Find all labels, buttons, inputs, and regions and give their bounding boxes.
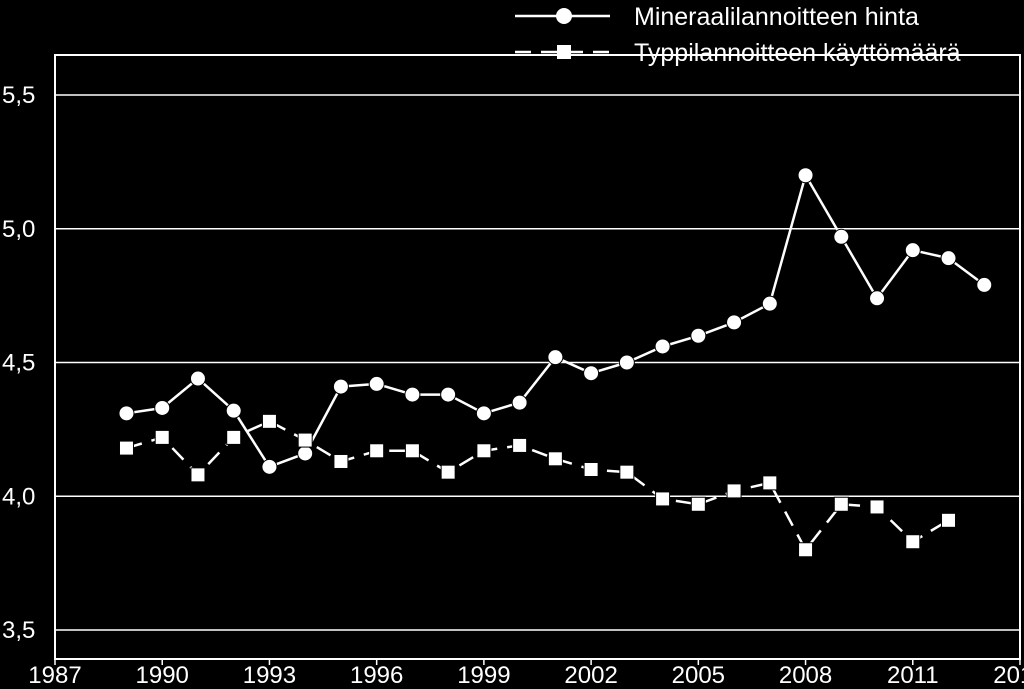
x-tick-label: 2014: [993, 662, 1024, 689]
data-point: [869, 290, 886, 307]
data-point: [225, 402, 242, 419]
y-tick-label: 4,0: [2, 483, 35, 510]
legend-marker: [556, 8, 572, 24]
data-point: [940, 250, 957, 267]
x-axis: 1987 1990 1993 1996 1999 2002 2005 2008 2011 2014: [28, 659, 1024, 689]
y-axis: 3,5 4,0 4,5 5,0 5,5: [2, 82, 35, 644]
data-point: [512, 437, 528, 453]
data-point: [547, 349, 564, 366]
data-point: [976, 276, 993, 293]
data-point: [726, 314, 743, 331]
data-point: [654, 338, 671, 355]
series-1: [118, 167, 993, 475]
x-tick-label: 2002: [564, 662, 617, 689]
data-point: [761, 295, 778, 312]
data-point: [547, 451, 563, 467]
y-tick-label: 3,5: [2, 617, 35, 644]
data-point: [154, 399, 171, 416]
data-point: [905, 534, 921, 550]
data-point: [583, 365, 600, 382]
legend-marker: [557, 45, 571, 59]
data-point: [190, 467, 206, 483]
x-tick-label: 1999: [457, 662, 510, 689]
data-point: [333, 453, 349, 469]
data-point: [655, 491, 671, 507]
data-point: [369, 443, 385, 459]
data-point: [261, 458, 278, 475]
data-point: [833, 496, 849, 512]
data-point: [154, 429, 170, 445]
grid-lines: [55, 94, 1020, 631]
x-tick-label: 1987: [28, 662, 81, 689]
x-tick-label: 2011: [887, 662, 939, 689]
data-point: [869, 499, 885, 515]
data-point: [118, 405, 135, 422]
x-tick-label: 1996: [350, 662, 403, 689]
data-point: [404, 386, 421, 403]
data-point: [297, 445, 314, 462]
x-tick-label: 2005: [672, 662, 725, 689]
data-point: [904, 242, 921, 259]
data-point: [762, 475, 778, 491]
legend-label: Typpilannoitteen käyttömäärä: [634, 39, 961, 67]
data-point: [833, 228, 850, 245]
series-group: [118, 167, 993, 558]
data-point: [690, 327, 707, 344]
data-point: [226, 429, 242, 445]
data-point: [797, 167, 814, 184]
data-point: [261, 413, 277, 429]
y-tick-label: 4,5: [2, 350, 35, 377]
legend-label: Mineraalilannoitteen hinta: [634, 3, 919, 31]
data-point: [118, 440, 134, 456]
y-tick-label: 5,0: [2, 216, 35, 243]
x-tick-label: 1990: [136, 662, 189, 689]
data-point: [619, 464, 635, 480]
data-point: [332, 378, 349, 395]
plot-area: [54, 54, 1021, 660]
data-point: [798, 542, 814, 558]
data-point: [475, 405, 492, 422]
series-line: [126, 420, 950, 552]
data-point: [583, 462, 599, 477]
x-tick-label: 1993: [243, 662, 296, 689]
data-point: [189, 370, 206, 387]
data-point: [440, 386, 457, 403]
data-point: [368, 375, 385, 392]
legend-entry-1: Mineraalilannoitteen hinta: [515, 3, 919, 31]
data-point: [404, 443, 420, 459]
data-point: [440, 464, 456, 480]
data-point: [941, 512, 957, 528]
data-point: [618, 354, 635, 371]
legend: Mineraalilannoitteen hinta Typpilannoitte…: [515, 3, 961, 67]
series-2: [118, 413, 957, 558]
x-tick-label: 2008: [779, 662, 832, 689]
data-point: [511, 394, 528, 411]
data-point: [476, 443, 492, 459]
data-point: [726, 483, 742, 499]
data-point: [297, 432, 313, 448]
data-point: [690, 496, 706, 512]
y-tick-label: 5,5: [2, 82, 35, 109]
legend-entry-2: Typpilannoitteen käyttömäärä: [515, 39, 961, 67]
